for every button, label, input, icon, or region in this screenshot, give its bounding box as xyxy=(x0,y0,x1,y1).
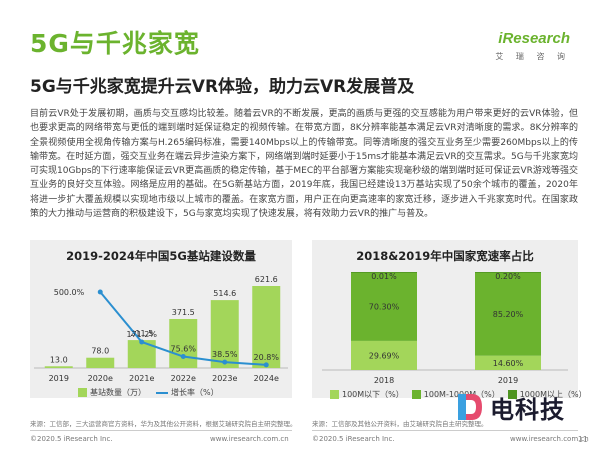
chart-title-5g-stations: 2019-2024年中国5G基站建设数量 xyxy=(66,249,256,263)
bar-value-label: 13.0 xyxy=(50,355,68,364)
growth-point xyxy=(180,354,186,360)
page-title: 5G与千兆家宽 xyxy=(30,29,200,58)
stack-segment-2018 xyxy=(351,272,417,341)
growth-point xyxy=(97,289,103,295)
bar-2024e xyxy=(252,286,281,368)
segment-label: 0.01% xyxy=(371,272,397,281)
logo-wordmark: iResearch xyxy=(498,30,570,47)
source-note-left: 来源：工信部，三大运营商官方资料，华为及其他公开资料，根据艾瑞研究院自主研究整理… xyxy=(30,420,297,428)
copyright-left: ©2020.5 iResearch Inc. xyxy=(30,435,113,443)
watermark: 电科技 xyxy=(452,383,600,431)
legend-label-below-100m: 100M以下（%） xyxy=(342,390,404,399)
segment-label: 70.30% xyxy=(369,302,400,311)
legend-swatch-line xyxy=(156,391,168,394)
growth-value-label: 75.6% xyxy=(171,345,197,354)
growth-value-label: 500.0% xyxy=(54,288,85,297)
stack-segment-2019 xyxy=(475,272,541,273)
bar-value-label: 211.5 xyxy=(130,329,153,338)
bar-value-label: 78.0 xyxy=(91,347,109,356)
website-url-right[interactable]: www.iresearch.com.cn xyxy=(510,435,589,443)
legend-swatch-bar xyxy=(78,388,87,397)
stack-segment-2018 xyxy=(351,272,417,273)
legend-label-stations: 基站数量（万） xyxy=(90,388,146,397)
footer-divider-right xyxy=(312,430,578,431)
stack-segment-2018 xyxy=(351,340,417,370)
x-tick-label: 2023e xyxy=(212,374,237,383)
logo-chinese-name: 艾 瑞 咨 询 xyxy=(495,52,570,61)
copyright-right: ©2020.5 iResearch Inc. xyxy=(312,435,395,443)
section-subtitle: 5G与千兆家宽提升云VR体验，助力云VR发展普及 xyxy=(30,77,415,97)
legend-label-above-1000m: 1000M以上（%） xyxy=(519,390,587,399)
bar-value-label: 621.6 xyxy=(255,275,278,284)
x-tick-label: 2019 xyxy=(498,376,518,385)
iresearch-logo: iResearch 艾 瑞 咨 询 xyxy=(474,30,570,70)
x-tick-label: 2018 xyxy=(374,376,394,385)
bar-2019 xyxy=(44,366,73,368)
x-tick-label: 2021e xyxy=(129,374,154,383)
footer-divider-left xyxy=(30,430,292,431)
legend-label-growth: 增长率（%） xyxy=(171,388,219,397)
bar-2022e xyxy=(169,318,198,368)
chart-5g-stations: 13.0 2019 78.0 2020e 211.5 2021e 371.5 2022e 514… xyxy=(34,275,288,383)
watermark-text: 电科技 xyxy=(490,395,565,424)
stack-segment-2019 xyxy=(475,355,541,370)
x-tick-label: 2024e xyxy=(254,374,279,383)
x-tick-label: 2020e xyxy=(88,374,113,383)
bar-2020e xyxy=(86,357,115,368)
bar-2023e xyxy=(210,300,239,368)
growth-value-label: 171.2% xyxy=(126,330,157,339)
legend-5g-stations: 基站数量（万） 增长率（%） xyxy=(78,387,219,398)
segment-label: 85.20% xyxy=(493,310,524,319)
bar-value-label: 514.6 xyxy=(213,289,236,298)
website-url-left[interactable]: www.iresearch.com.cn xyxy=(210,435,289,443)
page-number: 11 xyxy=(577,435,588,444)
growth-point xyxy=(263,362,269,368)
x-tick-label: 2022e xyxy=(171,374,196,383)
chart-panel-5g-stations xyxy=(30,240,292,398)
segment-label: 14.60% xyxy=(493,359,524,368)
growth-value-label: 20.8% xyxy=(254,353,280,362)
x-tick-label: 2019 xyxy=(49,374,69,383)
growth-value-label: 38.5% xyxy=(212,350,238,359)
chart-title-broadband: 2018&2019年中国家宽速率占比 xyxy=(356,249,534,263)
legend-swatch-above-1000m xyxy=(507,390,517,399)
body-paragraph: 目前云VR处于发展初期，画质与交互感均比较差。随着云VR的不断发展，更高的画质与… xyxy=(30,109,578,220)
segment-label: 29.69% xyxy=(369,351,400,360)
chart-broadband-speed: 29.69% 70.30% 0.01% 2018 14.60% 85.20% 0.20% 20… xyxy=(322,272,568,385)
growth-point xyxy=(139,339,145,345)
legend-swatch-100m-1000m xyxy=(411,390,421,399)
watermark-logo-icon xyxy=(458,394,482,420)
source-note-right: 来源：工信部及其他公开资料，由艾瑞研究院自主研究整理。 xyxy=(312,420,488,428)
legend-swatch-below-100m xyxy=(330,390,339,399)
growth-point xyxy=(222,359,228,365)
stack-segment-2019 xyxy=(475,272,541,356)
segment-label: 0.20% xyxy=(495,272,521,281)
bar-value-label: 371.5 xyxy=(172,308,195,317)
